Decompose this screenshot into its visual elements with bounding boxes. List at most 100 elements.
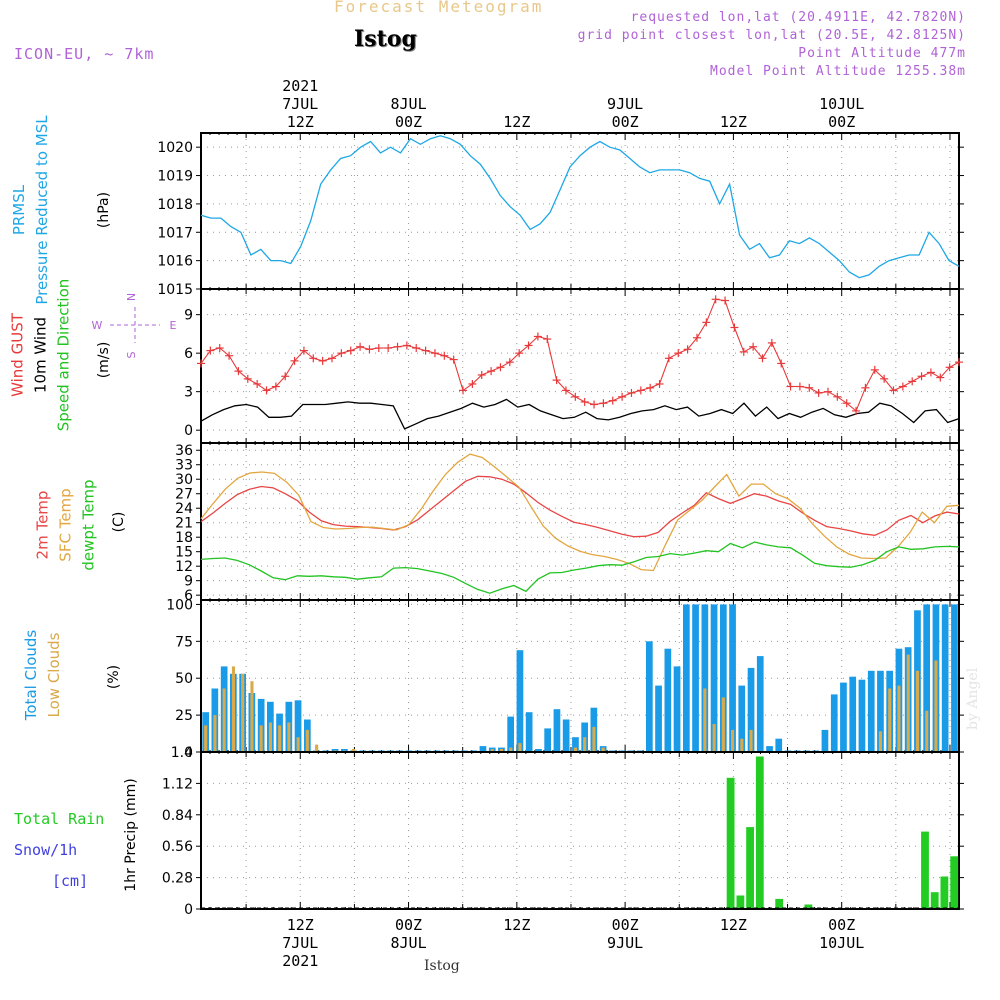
precip-legend-line: [cm] [52,872,88,890]
gust-marker [936,373,945,382]
temperature-ylabel-line: SFC Temp [56,488,74,561]
model-altitude: Model Point Altitude 1255.38m [710,64,966,79]
temperature-ytick-label: 12 [175,559,193,575]
low-cloud-bar [888,688,892,751]
total-cloud-bar [535,749,542,751]
gust-marker [299,346,308,355]
temperature-ytick-label: 27 [175,487,193,503]
total-cloud-bar [849,676,857,751]
clouds-ytick-label: 50 [175,671,193,687]
gust-marker [197,359,205,368]
gust-marker [524,341,533,350]
total-cloud-bar [803,750,810,751]
gust-marker [908,377,917,386]
total-cloud-bar [664,648,672,751]
total-cloud-bar [470,750,478,751]
gust-marker [955,358,963,367]
wind-ytick-label: 6 [184,346,193,362]
total-cloud-bar [451,750,459,751]
temperature-unit: (C) [111,512,127,533]
temperature-ytick-label: 15 [175,545,193,561]
low-cloud-bar [573,747,577,751]
top-time-label: 00Z [395,113,422,131]
gust-marker [767,338,776,347]
low-cloud-bar [231,666,235,751]
temp-dewpt-line [200,541,960,594]
bottom-time-label: 00Z [828,916,855,934]
gust-marker [281,372,290,381]
gust-marker [721,296,730,305]
clouds-unit: (%) [106,665,122,689]
total-cloud-bar [784,750,792,751]
precip-ytick-label: 0.56 [162,839,193,855]
gust-marker [262,386,271,395]
total-cloud-bar [562,719,570,751]
gust-marker [608,396,617,405]
low-cloud-bar [749,729,753,751]
total-cloud-bar [553,709,561,751]
rain-bar [746,827,754,908]
bottom-time-label: 9JUL [607,934,643,952]
low-cloud-bar [721,697,725,751]
wind-ylabel-line: Speed and Direction [54,279,72,432]
temperature-ytick-label: 33 [175,458,193,474]
gust-marker [805,383,814,392]
wind-ylabel-line: 10m Wind [31,317,49,393]
wind-speed-line [200,398,960,430]
gust-marker [758,354,767,363]
clouds-ylabel-line: Total Clouds [22,630,40,722]
total-cloud-bar [756,656,764,751]
gust-marker [870,365,879,374]
top-time-label: 8JUL [390,95,426,113]
chart-title: Forecast Meteogram [334,0,544,16]
precip-ylabel-line: 1hr Precip (mm) [123,778,139,891]
bottom-time-label: 10JUL [819,934,864,952]
low-cloud-bar [518,743,522,751]
temperature-ylabel-line: dewpt Temp [79,479,97,570]
gust-marker [421,346,430,355]
total-cloud-bar [793,750,801,751]
low-cloud-bar [897,685,901,751]
low-cloud-bar [305,729,309,751]
gust-marker [795,382,804,391]
low-cloud-bar [333,750,337,751]
temperature-ytick-label: 6 [184,588,193,604]
gust-marker [674,349,683,358]
pressure-ytick-label: 1016 [157,254,193,270]
precip-panel: 0 0.28 0.56 0.84 1.12 1.4 [162,745,964,918]
total-cloud-bar [461,750,468,751]
rain-bar [804,904,813,908]
temp-t2m-line [200,475,960,538]
wind-unit-line: (m/s) [96,342,112,379]
low-cloud-bar [342,750,346,751]
rain-bar [726,777,735,908]
gust-marker [580,397,589,406]
total-cloud-bar [572,737,579,751]
total-cloud-bar [840,682,847,751]
gust-marker [702,318,711,327]
clouds-ytick-label: 100 [166,597,193,613]
gust-marker [561,386,570,395]
rain-bar [775,898,784,908]
temperature-ytick-label: 9 [184,574,193,590]
gust-marker [711,295,720,304]
low-cloud-bar [712,724,716,751]
gust-marker [243,374,252,383]
bottom-time-label: 7JUL [282,934,318,952]
gust-marker [356,342,365,351]
total-cloud-bar [405,750,413,751]
temperature-ytick-label: 24 [175,501,193,517]
bottom-time-label: 12Z [287,916,314,934]
low-cloud-bar [906,654,910,751]
gust-marker [384,344,393,353]
gust-marker [777,359,786,368]
low-cloud-bar [731,729,735,751]
bottom-time-label: 12Z [503,916,530,934]
total-cloud-bar [775,738,783,751]
wind-ytick-label: 3 [184,385,193,401]
total-cloud-bar [710,604,718,751]
total-cloud-bar [257,698,265,751]
rain-bar [940,876,949,908]
